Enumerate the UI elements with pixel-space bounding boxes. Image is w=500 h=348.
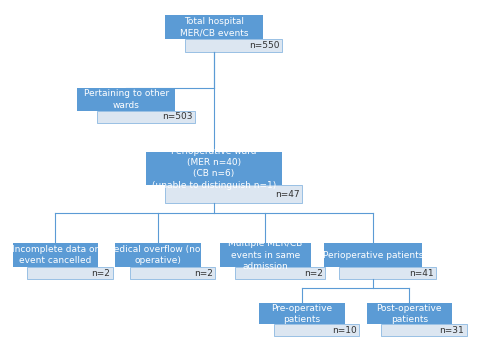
Bar xyxy=(185,39,282,53)
Text: Pre-operative
patients: Pre-operative patients xyxy=(272,304,332,324)
Text: n=2: n=2 xyxy=(304,269,322,277)
Text: n=503: n=503 xyxy=(162,112,192,121)
Bar xyxy=(13,243,98,267)
Text: n=550: n=550 xyxy=(250,41,280,50)
Bar xyxy=(382,324,466,336)
Text: n=47: n=47 xyxy=(275,190,299,199)
Bar xyxy=(146,152,282,185)
Bar xyxy=(366,303,452,324)
Text: n=2: n=2 xyxy=(194,269,213,277)
Text: Multiple MER/CB
events in same
admission: Multiple MER/CB events in same admission xyxy=(228,239,302,271)
Text: Medical overflow (non-
operative): Medical overflow (non- operative) xyxy=(106,245,210,265)
Text: n=10: n=10 xyxy=(332,326,357,335)
Bar xyxy=(274,324,360,336)
Text: Total hospital
MER/CB events: Total hospital MER/CB events xyxy=(180,17,248,37)
Bar xyxy=(166,15,263,39)
Text: n=2: n=2 xyxy=(92,269,110,277)
Text: Incomplete data or
event cancelled: Incomplete data or event cancelled xyxy=(12,245,98,265)
Text: n=31: n=31 xyxy=(440,326,464,335)
Text: n=41: n=41 xyxy=(409,269,434,277)
Bar xyxy=(78,88,175,111)
Bar xyxy=(338,267,436,279)
Bar xyxy=(235,267,325,279)
Text: Perioperative patients: Perioperative patients xyxy=(322,251,423,260)
Bar xyxy=(130,267,216,279)
Text: Perioperative ward
(MER n=40)
(CB n=6)
(unable to distinguish n=1): Perioperative ward (MER n=40) (CB n=6) (… xyxy=(152,147,276,190)
Bar xyxy=(260,303,344,324)
Text: Pertaining to other
wards: Pertaining to other wards xyxy=(84,89,169,110)
Bar xyxy=(116,243,200,267)
Bar xyxy=(97,111,194,122)
Text: Post-operative
patients: Post-operative patients xyxy=(376,304,442,324)
Bar xyxy=(166,185,302,203)
Bar xyxy=(220,243,310,267)
Bar xyxy=(324,243,422,267)
Bar xyxy=(28,267,113,279)
